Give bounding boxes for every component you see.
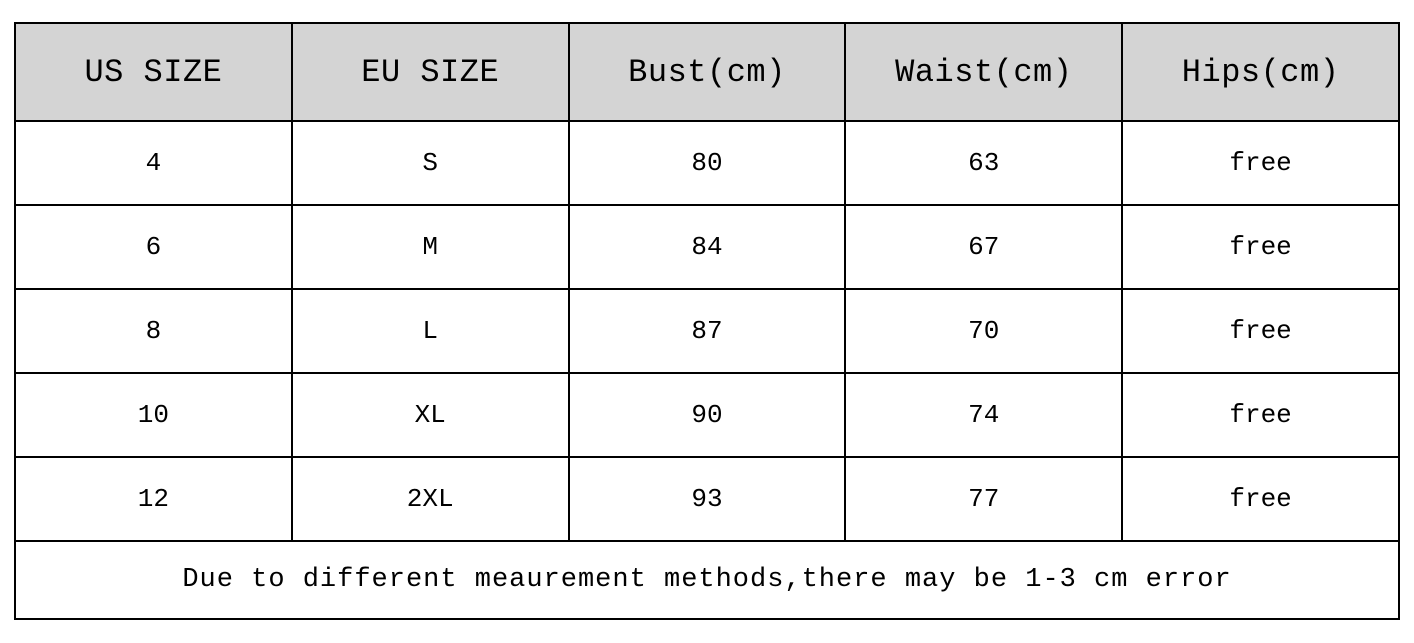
cell-us-size: 4 <box>15 121 292 205</box>
table-footer-row: Due to different meaurement methods,ther… <box>15 541 1399 619</box>
cell-waist: 74 <box>845 373 1122 457</box>
table-row: 6 M 84 67 free <box>15 205 1399 289</box>
header-waist: Waist(cm) <box>845 23 1122 121</box>
cell-us-size: 10 <box>15 373 292 457</box>
cell-waist: 77 <box>845 457 1122 541</box>
cell-hips: free <box>1122 121 1399 205</box>
table-header-row: US SIZE EU SIZE Bust(cm) Waist(cm) Hips(… <box>15 23 1399 121</box>
cell-hips: free <box>1122 457 1399 541</box>
cell-eu-size: S <box>292 121 569 205</box>
cell-bust: 84 <box>569 205 846 289</box>
table-row: 8 L 87 70 free <box>15 289 1399 373</box>
cell-hips: free <box>1122 205 1399 289</box>
cell-eu-size: L <box>292 289 569 373</box>
cell-us-size: 6 <box>15 205 292 289</box>
cell-waist: 67 <box>845 205 1122 289</box>
header-eu-size: EU SIZE <box>292 23 569 121</box>
cell-bust: 93 <box>569 457 846 541</box>
cell-hips: free <box>1122 373 1399 457</box>
table-row: 10 XL 90 74 free <box>15 373 1399 457</box>
header-hips: Hips(cm) <box>1122 23 1399 121</box>
cell-eu-size: M <box>292 205 569 289</box>
cell-bust: 90 <box>569 373 846 457</box>
cell-waist: 63 <box>845 121 1122 205</box>
table-row: 4 S 80 63 free <box>15 121 1399 205</box>
cell-waist: 70 <box>845 289 1122 373</box>
footer-note: Due to different meaurement methods,ther… <box>15 541 1399 619</box>
table-row: 12 2XL 93 77 free <box>15 457 1399 541</box>
cell-bust: 87 <box>569 289 846 373</box>
cell-eu-size: 2XL <box>292 457 569 541</box>
cell-bust: 80 <box>569 121 846 205</box>
cell-hips: free <box>1122 289 1399 373</box>
header-bust: Bust(cm) <box>569 23 846 121</box>
cell-eu-size: XL <box>292 373 569 457</box>
cell-us-size: 8 <box>15 289 292 373</box>
size-chart-table: US SIZE EU SIZE Bust(cm) Waist(cm) Hips(… <box>14 22 1400 620</box>
cell-us-size: 12 <box>15 457 292 541</box>
header-us-size: US SIZE <box>15 23 292 121</box>
